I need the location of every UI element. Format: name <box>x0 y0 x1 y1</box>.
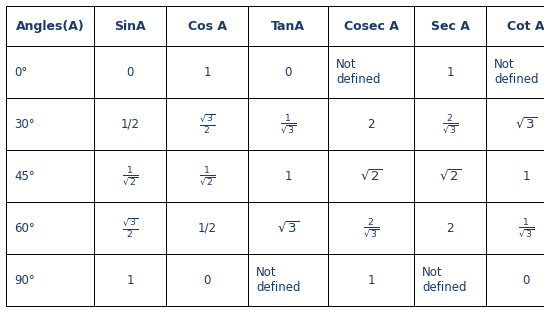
Bar <box>414 98 486 150</box>
Bar <box>248 46 328 98</box>
Text: $\sqrt{2}$: $\sqrt{2}$ <box>360 168 382 184</box>
Bar <box>166 6 248 46</box>
Bar <box>328 6 414 46</box>
Text: 0: 0 <box>285 65 292 79</box>
Text: Not: Not <box>256 266 277 279</box>
Text: 2: 2 <box>446 222 454 234</box>
Text: Cos A: Cos A <box>188 20 226 33</box>
Bar <box>248 202 328 254</box>
Text: defined: defined <box>422 281 467 294</box>
Bar <box>486 202 544 254</box>
Text: defined: defined <box>256 281 300 294</box>
Bar <box>166 202 248 254</box>
Text: 45°: 45° <box>14 169 35 183</box>
Bar <box>328 202 414 254</box>
Text: defined: defined <box>494 73 539 86</box>
Bar <box>328 46 414 98</box>
Bar <box>94 254 166 306</box>
Text: 1: 1 <box>203 65 211 79</box>
Text: $\frac{1}{\sqrt{3}}$: $\frac{1}{\sqrt{3}}$ <box>280 112 296 136</box>
Bar <box>166 150 248 202</box>
Text: 1: 1 <box>285 169 292 183</box>
Bar <box>248 254 328 306</box>
Bar <box>414 6 486 46</box>
Text: $\sqrt{3}$: $\sqrt{3}$ <box>277 220 299 236</box>
Bar <box>166 98 248 150</box>
Bar <box>6 254 94 306</box>
Text: 30°: 30° <box>14 118 35 130</box>
Bar <box>328 98 414 150</box>
Bar <box>414 46 486 98</box>
Text: $\frac{1}{\sqrt{2}}$: $\frac{1}{\sqrt{2}}$ <box>199 164 215 188</box>
Text: $\sqrt{2}$: $\sqrt{2}$ <box>439 168 461 184</box>
Text: $\sqrt{3}$: $\sqrt{3}$ <box>515 116 537 132</box>
Text: TanA: TanA <box>271 20 305 33</box>
Text: 1: 1 <box>367 273 375 287</box>
Text: $\frac{1}{\sqrt{2}}$: $\frac{1}{\sqrt{2}}$ <box>122 164 138 188</box>
Text: 1: 1 <box>446 65 454 79</box>
Text: 2: 2 <box>367 118 375 130</box>
Bar <box>6 6 94 46</box>
Text: 1: 1 <box>522 169 530 183</box>
Bar <box>486 98 544 150</box>
Text: 1: 1 <box>126 273 134 287</box>
Bar <box>166 254 248 306</box>
Text: 0: 0 <box>126 65 134 79</box>
Bar <box>248 150 328 202</box>
Bar <box>6 46 94 98</box>
Text: 0: 0 <box>522 273 530 287</box>
Bar <box>486 254 544 306</box>
Text: Cot A: Cot A <box>507 20 544 33</box>
Bar <box>414 254 486 306</box>
Text: $\frac{\sqrt{3}}{2}$: $\frac{\sqrt{3}}{2}$ <box>199 112 215 136</box>
Text: $\frac{\sqrt{3}}{2}$: $\frac{\sqrt{3}}{2}$ <box>122 216 138 240</box>
Bar <box>94 46 166 98</box>
Bar <box>6 202 94 254</box>
Text: $\frac{2}{\sqrt{3}}$: $\frac{2}{\sqrt{3}}$ <box>363 216 379 240</box>
Bar <box>486 6 544 46</box>
Text: $\frac{1}{\sqrt{3}}$: $\frac{1}{\sqrt{3}}$ <box>518 216 534 240</box>
Bar <box>414 150 486 202</box>
Text: 60°: 60° <box>14 222 35 234</box>
Text: Not: Not <box>336 58 357 71</box>
Bar <box>328 254 414 306</box>
Text: SinA: SinA <box>114 20 146 33</box>
Bar <box>6 150 94 202</box>
Bar <box>248 6 328 46</box>
Text: 1/2: 1/2 <box>197 222 217 234</box>
Text: 0°: 0° <box>14 65 27 79</box>
Bar <box>486 46 544 98</box>
Bar <box>6 98 94 150</box>
Text: $\frac{2}{\sqrt{3}}$: $\frac{2}{\sqrt{3}}$ <box>442 112 458 136</box>
Bar <box>94 6 166 46</box>
Text: Sec A: Sec A <box>430 20 469 33</box>
Bar <box>94 202 166 254</box>
Text: defined: defined <box>336 73 380 86</box>
Text: Not: Not <box>422 266 443 279</box>
Text: Not: Not <box>494 58 515 71</box>
Text: 1/2: 1/2 <box>121 118 139 130</box>
Bar <box>414 202 486 254</box>
Bar <box>94 98 166 150</box>
Text: Angles(A): Angles(A) <box>16 20 84 33</box>
Text: Cosec A: Cosec A <box>344 20 398 33</box>
Bar <box>94 150 166 202</box>
Bar <box>248 98 328 150</box>
Text: 0: 0 <box>203 273 211 287</box>
Bar <box>486 150 544 202</box>
Bar <box>166 46 248 98</box>
Bar <box>328 150 414 202</box>
Text: 90°: 90° <box>14 273 35 287</box>
